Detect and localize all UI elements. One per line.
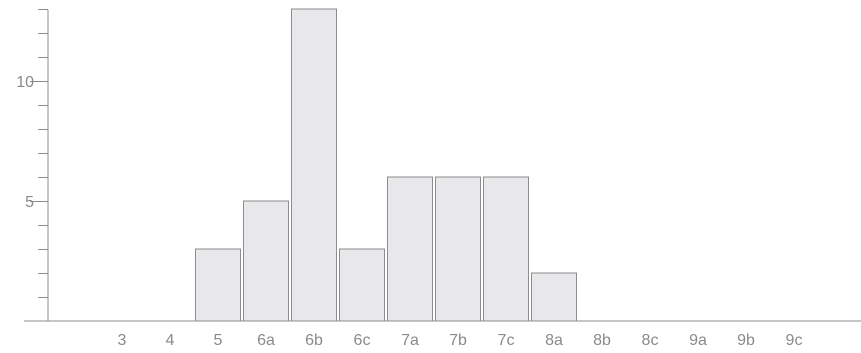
x-tick-label: 8c: [642, 332, 659, 348]
x-tick-label: 9c: [786, 332, 803, 348]
x-tick-label: 3: [118, 332, 127, 348]
x-tick-label: 7a: [401, 332, 419, 348]
bar-6c: [339, 248, 385, 322]
y-tick-label: 10: [16, 74, 34, 91]
x-tick-label: 5: [214, 332, 223, 348]
x-tick-label: 4: [166, 332, 175, 348]
y-tick-label: 5: [25, 194, 34, 211]
x-tick-label: 6b: [305, 332, 323, 348]
x-tick-label: 9a: [689, 332, 707, 348]
bar-7c: [483, 176, 529, 322]
bar-7a: [387, 176, 433, 322]
x-tick-label: 7b: [449, 332, 467, 348]
bar-5: [195, 248, 241, 322]
x-tick-label: 6a: [257, 332, 275, 348]
x-tick-label: 9b: [737, 332, 755, 348]
bar-6a: [243, 200, 289, 322]
x-tick-label: 8b: [593, 332, 611, 348]
bar-6b: [291, 8, 337, 322]
bar-8a: [531, 272, 577, 322]
x-tick-label: 7c: [498, 332, 515, 348]
bars-layer: [195, 8, 577, 322]
x-tick-label: 8a: [545, 332, 563, 348]
labels-layer: 5 10 3 4 5 6a 6b 6c 7a 7b 7c 8a 8b 8c 9a 9b 9c: [16, 74, 803, 349]
axes-layer: [24, 9, 861, 322]
x-tick-label: 6c: [354, 332, 371, 348]
bar-7b: [435, 176, 481, 322]
